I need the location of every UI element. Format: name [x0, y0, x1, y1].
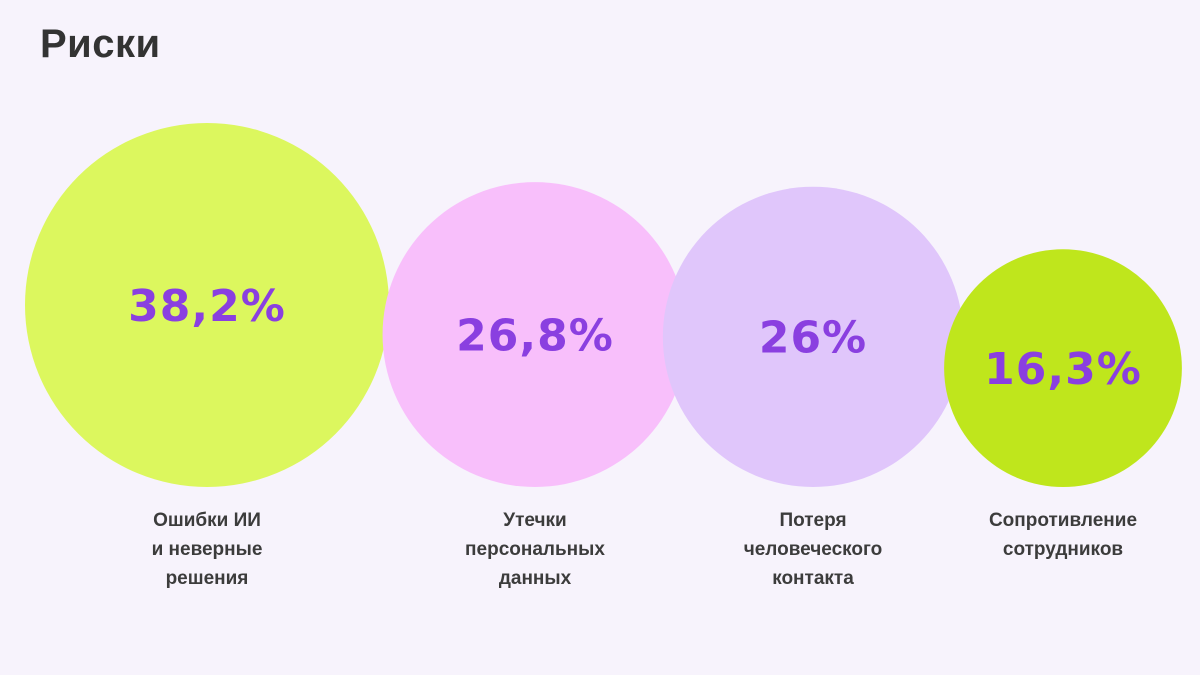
risk-loss-of-contact: 26% Потеря человеческого контакта [662, 186, 964, 589]
bubble-value: 38,2% [128, 281, 286, 332]
bubble-label-line: Ошибки ИИ [153, 510, 261, 531]
risk-data-leaks: 26,8% Утечки персональных данных [382, 182, 688, 589]
bubble-label-line: данных [499, 568, 572, 589]
bubble-label-line: решения [166, 568, 249, 589]
bubble-label-line: и неверные [152, 539, 263, 560]
bubble-label-line: Утечки [503, 510, 566, 531]
bubble-label-line: человеческого [744, 539, 883, 560]
bubble-label-line: контакта [772, 568, 854, 589]
risk-employee-resistance: 16,3% Сопротивление сотрудников [944, 249, 1182, 560]
bubble-circle [382, 182, 688, 487]
bubble-value: 26% [759, 313, 867, 364]
bubble-label-line: персональных [465, 539, 605, 560]
page-title: Риски [40, 22, 161, 66]
bubble-circle [662, 186, 964, 487]
bubble-circle [944, 249, 1182, 487]
bubble-value: 26,8% [456, 310, 614, 361]
bubble-value: 16,3% [984, 344, 1142, 395]
bubble-label-line: Потеря [779, 510, 846, 531]
risk-ai-errors: 38,2% Ошибки ИИ и неверные решения [25, 123, 389, 589]
bubble-label-line: сотрудников [1003, 539, 1123, 560]
bubble-label-line: Сопротивление [989, 510, 1137, 531]
bubble-circle [25, 123, 389, 487]
